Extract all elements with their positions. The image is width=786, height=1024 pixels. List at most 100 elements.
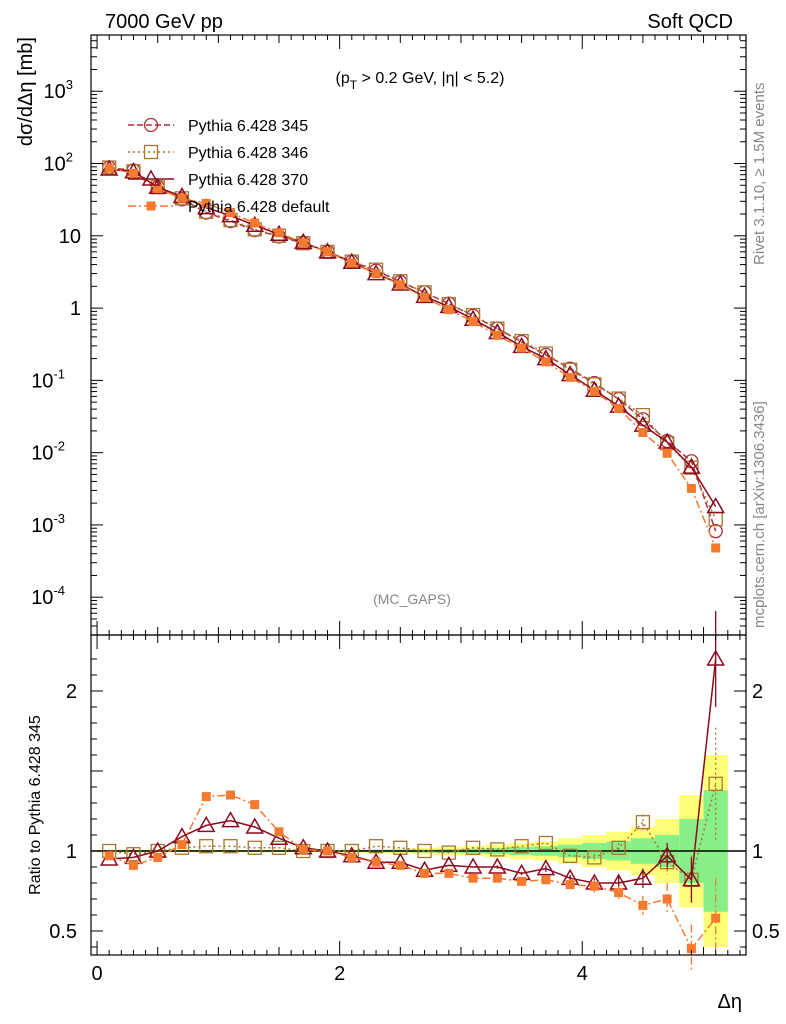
ratio-series-0 — [102, 727, 723, 904]
ratio-y-axis-label: Ratio to Pythia 6.428 345 — [27, 715, 44, 895]
ratio-point — [662, 894, 672, 904]
series-3 — [104, 163, 721, 553]
ratio-point — [153, 852, 163, 862]
series-line — [109, 168, 717, 507]
ratio-point — [420, 868, 430, 878]
ratio-series-2 — [104, 790, 721, 973]
ratio-y-tick-label-left: 1 — [66, 841, 77, 863]
x-tick-label: 2 — [334, 963, 345, 985]
data-point — [323, 247, 333, 257]
ratio-point — [633, 868, 653, 885]
ratio-point — [638, 900, 648, 910]
data-point — [274, 228, 284, 238]
ratio-point — [562, 848, 578, 863]
side-label-rivet: Rivet 3.1.10, ≥ 1.5M events — [751, 83, 768, 266]
ratio-point — [347, 852, 357, 862]
data-point — [686, 483, 696, 493]
ratio-point — [199, 839, 214, 854]
ratio-point — [126, 847, 141, 862]
header-right: Soft QCD — [647, 11, 733, 33]
data-point — [395, 280, 405, 290]
y-tick-label: 10 — [59, 226, 81, 248]
ratio-point — [250, 800, 260, 810]
ratio-point — [395, 860, 405, 870]
data-point — [541, 357, 551, 367]
x-tick-label: 4 — [577, 963, 588, 985]
y-tick-label: 1 — [70, 298, 81, 320]
data-point — [589, 387, 599, 397]
ratio-point — [271, 840, 287, 855]
ratio-point — [490, 842, 505, 857]
data-point — [174, 191, 190, 206]
data-point — [635, 408, 651, 423]
ratio-point — [223, 839, 238, 854]
ratio-point — [538, 835, 554, 851]
analysis-label: (MC_GAPS) — [373, 591, 451, 607]
ratio-point — [441, 845, 456, 860]
data-point — [250, 218, 260, 228]
data-point — [371, 269, 381, 279]
ratio-point — [371, 857, 381, 867]
data-point — [444, 305, 454, 315]
ratio-point — [565, 880, 575, 890]
ratio-point — [221, 811, 240, 828]
data-point — [347, 258, 357, 268]
data-point — [711, 543, 721, 553]
data-point — [614, 403, 624, 413]
main-panel: 10-4 10-3 10-2 10-1 1 10 102 103 dσ/dΔη [mb] — [15, 34, 747, 636]
y-tick-label: 10-4 — [31, 583, 65, 609]
data-point — [706, 496, 725, 514]
data-point — [420, 293, 430, 303]
y-tick-label: 10-3 — [31, 511, 65, 537]
ratio-point — [686, 944, 696, 954]
ratio-point — [589, 881, 599, 891]
legend-entry-label: Pythia 6.428 345 — [188, 118, 308, 135]
ratio-point — [247, 840, 262, 855]
ratio-y-tick-label-left: 0.5 — [49, 921, 77, 943]
data-point — [662, 448, 672, 458]
ratio-point — [611, 840, 626, 855]
data-point — [468, 317, 478, 327]
data-point — [492, 330, 502, 340]
y-tick-label: 10-1 — [31, 366, 65, 392]
data-point — [201, 198, 211, 208]
ratio-point — [201, 792, 211, 802]
legend-entry-label: Pythia 6.428 346 — [188, 145, 308, 162]
ratio-point — [274, 827, 284, 837]
x-axis-label: Δη — [718, 991, 742, 1013]
ratio-point — [711, 913, 721, 923]
ratio-point — [104, 851, 114, 861]
data-point — [565, 372, 575, 382]
ratio-line — [109, 783, 717, 882]
x-tick-label: 0 — [92, 963, 103, 985]
ratio-point — [682, 870, 701, 887]
side-label-mcplots: mcplots.cern.ch [arXiv:1306.3436] — [751, 401, 768, 628]
data-point — [638, 427, 648, 437]
y-tick-label: 102 — [44, 150, 73, 176]
data-point — [128, 168, 138, 178]
series-0 — [102, 160, 723, 539]
data-point — [517, 343, 527, 353]
ratio-point — [245, 817, 265, 834]
data-point — [153, 184, 163, 194]
ratio-point — [541, 875, 551, 885]
legend-entry-label: Pythia 6.428 370 — [188, 172, 308, 189]
legend-swatch-marker — [146, 201, 156, 211]
data-point — [225, 208, 235, 218]
series-line — [109, 166, 717, 532]
ratio-point — [517, 876, 527, 886]
ratio-point — [468, 873, 478, 883]
ratio-point — [196, 815, 216, 833]
ratio-point — [444, 868, 454, 878]
ratio-point — [492, 873, 502, 883]
ratio-frame — [90, 634, 747, 956]
ratio-point — [177, 840, 187, 850]
ratio-point — [225, 790, 235, 800]
ratio-point — [657, 846, 677, 863]
y-tick-label: 10-2 — [31, 439, 65, 465]
legend: Pythia 6.428 345 Pythia 6.428 346 Pythia 6… — [128, 117, 330, 216]
legend-entry-label: Pythia 6.428 default — [188, 199, 330, 216]
legend-swatch-marker — [143, 117, 159, 133]
data-point — [104, 163, 114, 173]
ratio-point — [323, 846, 333, 856]
